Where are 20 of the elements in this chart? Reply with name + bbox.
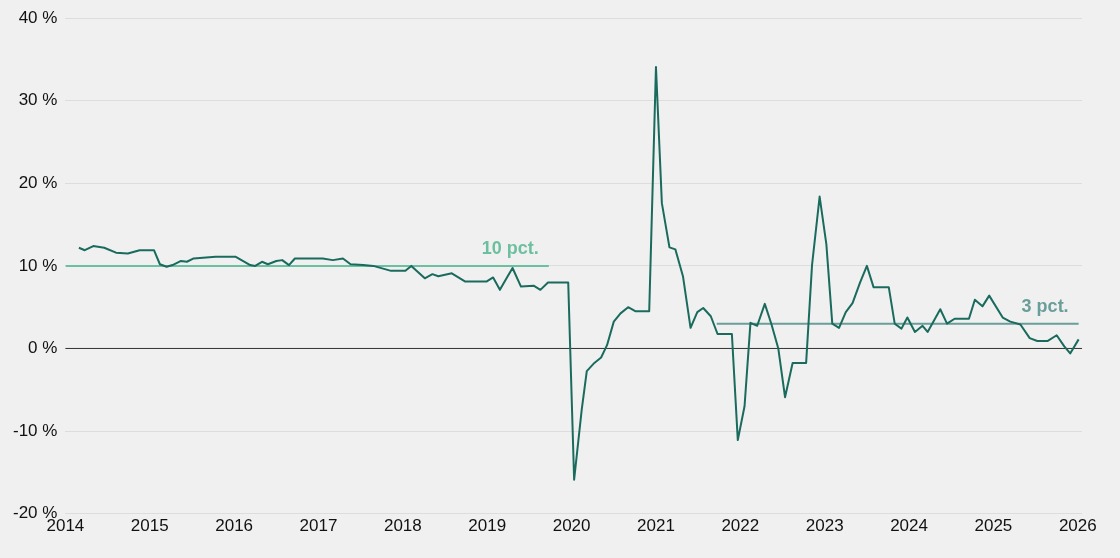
x-tick-label: 2024 — [890, 516, 928, 536]
y-tick-label: 30 % — [18, 90, 58, 110]
x-tick-label: 2018 — [383, 516, 422, 536]
y-tick-label: -10 % — [12, 420, 58, 440]
x-tick-label: 2019 — [468, 516, 507, 536]
x-tick-label: 2021 — [637, 516, 675, 536]
x-tick-label: 2026 — [1058, 516, 1097, 536]
x-tick-label: 2022 — [721, 516, 760, 536]
series-label: 3 pct. — [1021, 295, 1069, 316]
x-tick-label: 2016 — [215, 516, 254, 536]
x-tick-label: 2015 — [130, 516, 169, 536]
x-tick-label: 2025 — [974, 516, 1013, 536]
x-tick-label: 2023 — [805, 516, 844, 536]
y-tick-label: 40 % — [18, 7, 58, 27]
x-tick-label: 2020 — [552, 516, 591, 536]
series-label: 10 pct. — [481, 237, 539, 258]
y-tick-label: 20 % — [18, 173, 58, 193]
y-tick-label: 10 % — [18, 255, 58, 275]
y-tick-label: 0 % — [28, 338, 58, 358]
x-tick-label: 2017 — [299, 516, 338, 536]
